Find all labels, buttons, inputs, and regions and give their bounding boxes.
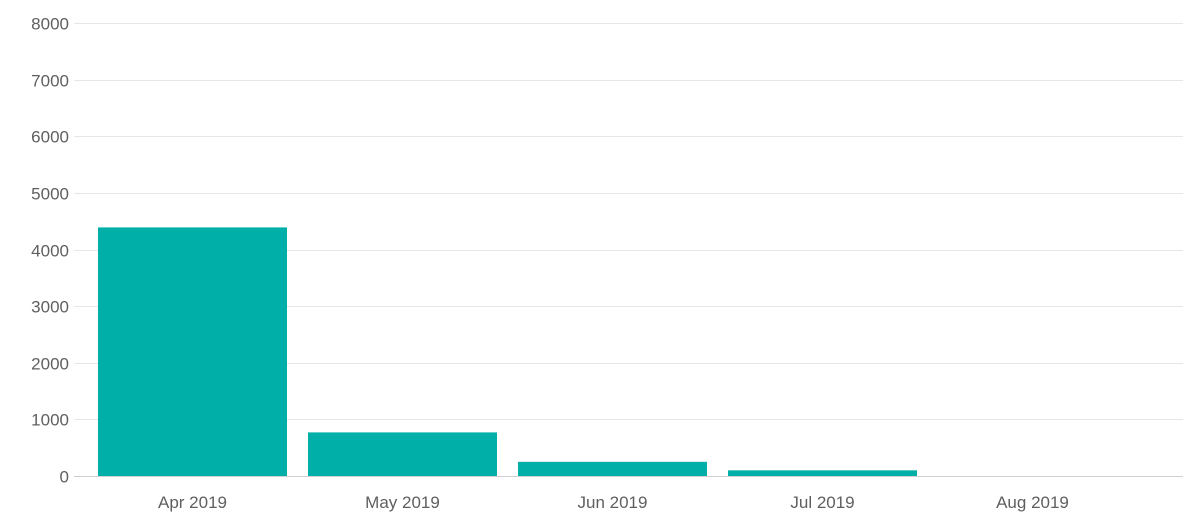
y-tick-label: 3000 — [31, 298, 69, 317]
y-tick-label: 1000 — [31, 411, 69, 430]
bar-jun-2019[interactable] — [518, 461, 707, 476]
y-tick-label: 6000 — [31, 128, 69, 147]
bar-apr-2019[interactable] — [98, 227, 287, 476]
x-tick-label: Apr 2019 — [158, 493, 227, 512]
y-tick-label: 5000 — [31, 185, 69, 204]
x-tick-label: Aug 2019 — [996, 493, 1069, 512]
y-tick-label: 4000 — [31, 242, 69, 261]
y-tick-label: 2000 — [31, 355, 69, 374]
x-tick-label: May 2019 — [365, 493, 440, 512]
y-tick-label: 7000 — [31, 72, 69, 91]
y-tick-label: 0 — [60, 468, 69, 487]
y-tick-label: 8000 — [31, 15, 69, 34]
bar-jul-2019[interactable] — [728, 470, 917, 476]
x-axis-tick-labels: Apr 2019 May 2019 Jun 2019 Jul 2019 Aug 2019 — [158, 493, 1069, 512]
y-axis-tick-labels: 0 1000 2000 3000 4000 5000 6000 7000 8000 — [31, 15, 69, 487]
x-tick-label: Jul 2019 — [790, 493, 854, 512]
bars — [98, 227, 917, 476]
bar-may-2019[interactable] — [308, 432, 497, 476]
x-tick-label: Jun 2019 — [578, 493, 648, 512]
